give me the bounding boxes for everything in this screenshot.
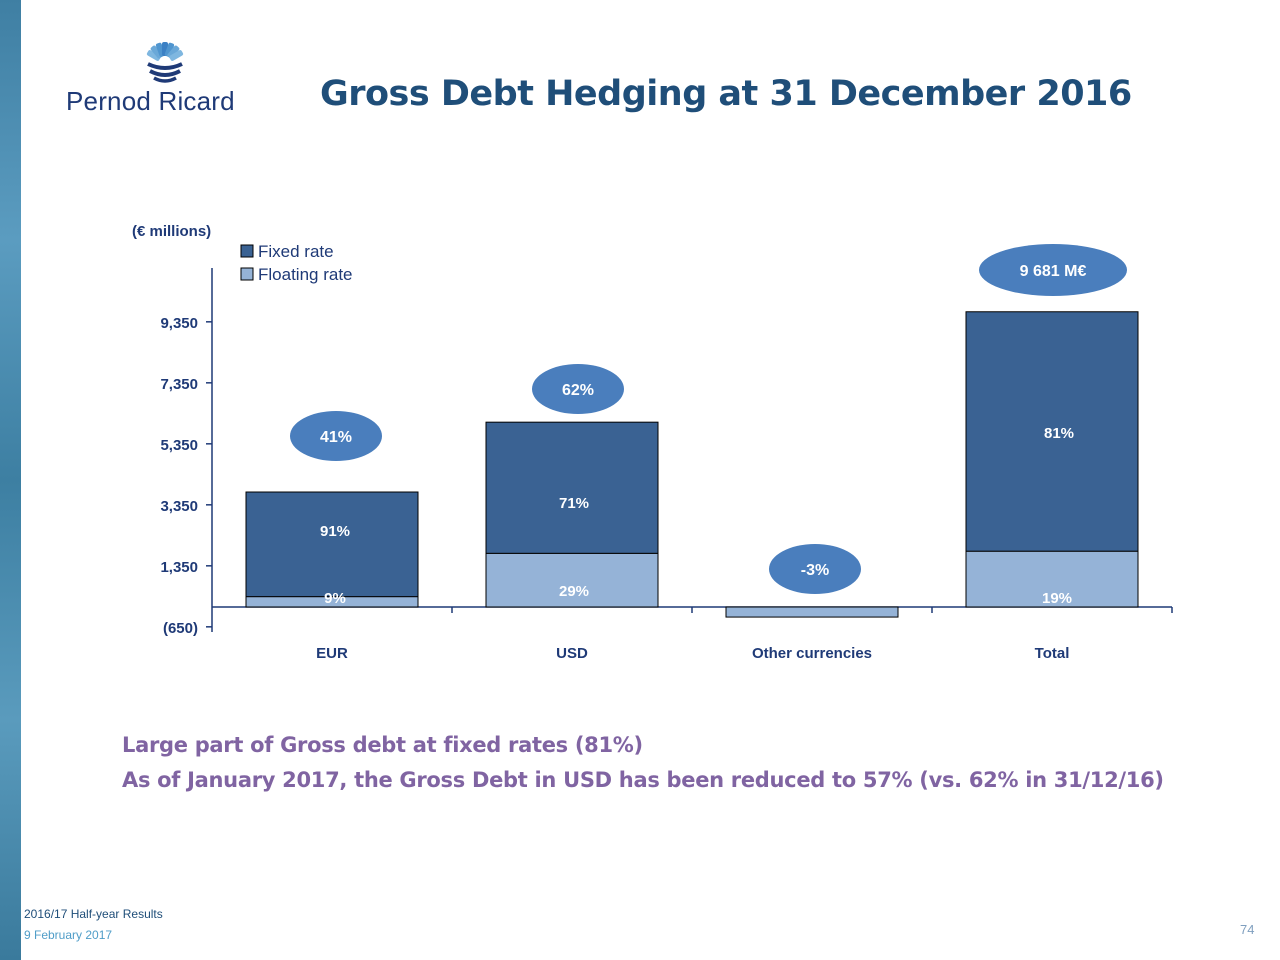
unit-label: (€ millions) [132,223,211,240]
segment-label-fixed: 91% [320,523,350,540]
y-tick-label: 1,350 [160,559,198,576]
callout-label: 41% [320,429,352,446]
left-accent-stripe [0,0,21,960]
y-tick-label: (650) [163,620,198,637]
page-number: 74 [1240,922,1255,937]
segment-label-floating: 9% [324,590,346,607]
x-category-label: EUR [316,645,348,662]
x-category-label: Total [1035,645,1070,662]
legend-label-fixed: Fixed rate [258,242,334,261]
bar-floating-usd [485,552,659,608]
callout-label: 62% [562,382,594,399]
y-tick-label: 3,350 [160,498,198,515]
segment-label-fixed: 71% [559,495,589,512]
sun-emblem-icon [146,42,184,83]
y-tick-label: 9,350 [160,315,198,332]
callout-ellipse [290,411,382,461]
bullet-1: Large part of Gross debt at fixed rates … [122,733,643,757]
y-tick-label: 7,350 [160,376,198,393]
bullet-2: As of January 2017, the Gross Debt in US… [122,768,1164,792]
callout-label: 9 681 M€ [1020,263,1087,280]
callout-ellipse [979,244,1127,296]
footer-report-name: 2016/17 Half-year Results [24,907,163,921]
segment-label-floating: 19% [1042,590,1072,607]
bar-floating-other-currencies [725,606,899,618]
callout-ellipse [769,544,861,594]
legend-label-floating: Floating rate [258,265,353,284]
bar-floating-total [965,550,1139,608]
segment-label-floating: 29% [559,583,589,600]
gross-debt-bar-chart: (€ millions) Fixed rate Floating rate 9,350… [132,223,1173,662]
bar-fixed-total [965,311,1139,552]
segment-label-fixed: 81% [1044,425,1074,442]
legend-swatch-floating [240,267,254,281]
x-category-label: Other currencies [752,645,872,662]
slide-title: Gross Debt Hedging at 31 December 2016 [320,74,1132,114]
y-tick-label: 5,350 [160,437,198,454]
key-takeaways: Large part of Gross debt at fixed rates … [122,733,1164,803]
callout-ellipse [532,364,624,414]
legend-swatch-fixed [240,244,254,258]
x-category-label: USD [556,645,588,662]
bar-fixed-eur [245,491,419,598]
bar-fixed-usd [485,421,659,554]
callout-label: -3% [801,562,829,579]
pernod-ricard-logo: Pernod Ricard [66,38,266,118]
footer-date: 9 February 2017 [24,928,113,942]
logo-wordmark: Pernod Ricard [66,86,235,116]
